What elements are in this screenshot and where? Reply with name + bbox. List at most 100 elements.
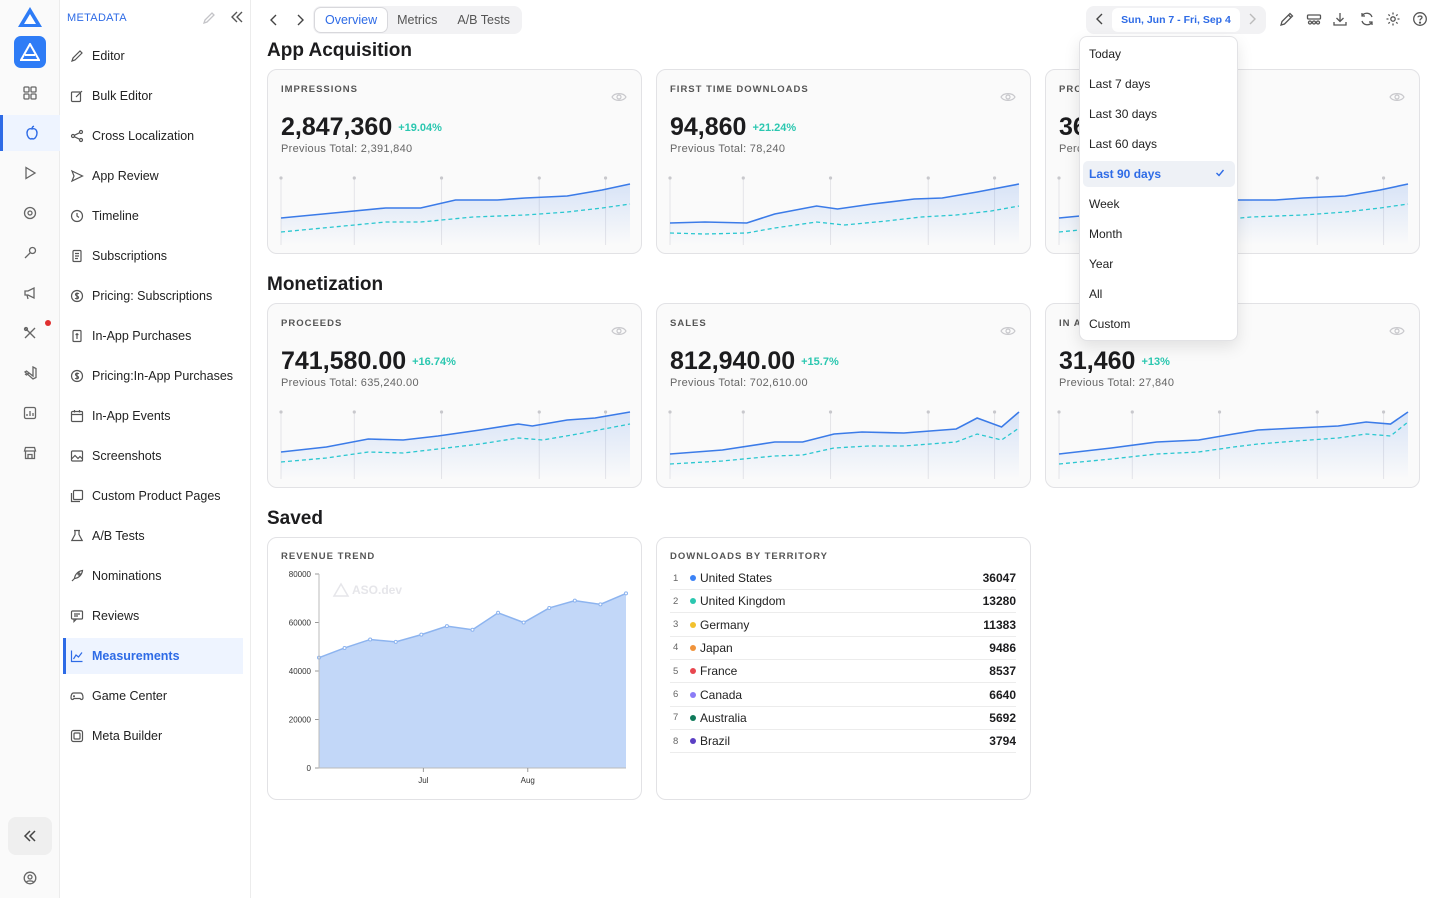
sparkline-previous [280, 203, 631, 233]
double-chevron-left-icon[interactable] [230, 10, 244, 29]
dropdown-option-week[interactable]: Week [1083, 191, 1235, 217]
sidebar-item-custom-product-pages[interactable]: Custom Product Pages [63, 478, 243, 514]
target-icon[interactable] [18, 201, 42, 225]
eye-icon[interactable] [1000, 324, 1016, 342]
table-row[interactable]: 4 Japan 9486 [670, 637, 1016, 660]
sidebar-item-app-review[interactable]: App Review [63, 158, 243, 194]
date-range-button[interactable]: Sun, Jun 7 - Fri, Sep 4 [1112, 8, 1240, 32]
sidebar-item-label: Bulk Editor [92, 89, 153, 103]
chart-line-icon [70, 649, 84, 663]
sidebar-item-in-app-purchases[interactable]: In-App Purchases [63, 318, 243, 354]
territory-name: Australia [700, 710, 747, 725]
flask-icon [70, 529, 84, 543]
sidebar-item-screenshots[interactable]: Screenshots [63, 438, 243, 474]
sidebar-item-label: In-App Events [92, 409, 171, 423]
x-tick-label: Jul [418, 776, 428, 785]
sparkline-chart [279, 410, 631, 479]
eye-icon[interactable] [611, 324, 627, 342]
sidebar-item-pricing-in-app-purchases[interactable]: Pricing:In-App Purchases [63, 358, 243, 394]
sidebar-item-cross-localization[interactable]: Cross Localization [63, 118, 243, 154]
metric-previous-total: Previous Total: 78,240 [670, 143, 786, 155]
pencil-icon [70, 49, 84, 63]
table-row[interactable]: 3 Germany 11383 [670, 614, 1016, 637]
sidebar-item-label: Nominations [92, 569, 162, 583]
dropdown-option-custom[interactable]: Custom [1083, 311, 1235, 337]
spark-gridline-dot [603, 410, 608, 414]
territory-card: DOWNLOADS BY TERRITORY 1 United States 360… [656, 537, 1031, 800]
table-row[interactable]: 1 United States 36047 [670, 567, 1016, 590]
sidebar-item-reviews[interactable]: Reviews [63, 598, 243, 634]
table-row[interactable]: 8 Brazil 3794 [670, 730, 1016, 754]
dropdown-option-label: Month [1089, 227, 1123, 241]
tools-bench-icon[interactable] [1306, 11, 1322, 27]
tools-icon[interactable] [18, 321, 42, 345]
dropdown-option-today[interactable]: Today [1083, 41, 1235, 67]
dropdown-option-last-7-days[interactable]: Last 7 days [1083, 71, 1235, 97]
apple-icon[interactable] [0, 115, 60, 151]
dropdown-option-all[interactable]: All [1083, 281, 1235, 307]
sidebar-item-editor[interactable]: Editor [63, 38, 243, 74]
table-row[interactable]: 7 Australia 5692 [670, 707, 1016, 730]
sidebar-item-in-app-events[interactable]: In-App Events [63, 398, 243, 434]
store-icon[interactable] [18, 441, 42, 465]
sidebar-item-subscriptions[interactable]: Subscriptions [63, 238, 243, 274]
spark-gridline-dot [279, 176, 283, 180]
spark-gridline-dot [352, 410, 356, 414]
sidebar-item-pricing-subscriptions[interactable]: Pricing: Subscriptions [63, 278, 243, 314]
vscode-icon[interactable] [18, 361, 42, 385]
date-next-icon[interactable] [1247, 12, 1257, 31]
help-icon[interactable] [1412, 11, 1428, 27]
sidebar-item-a-b-tests[interactable]: A/B Tests [63, 518, 243, 554]
dropdown-option-month[interactable]: Month [1083, 221, 1235, 247]
sidebar-item-measurements[interactable]: Measurements [63, 638, 243, 674]
metric-card-downloads[interactable]: FIRST TIME DOWNLOADS 94,860 +21.24% Previou… [656, 69, 1031, 254]
tab-ab-tests[interactable]: A/B Tests [457, 13, 510, 27]
metric-card-proceeds[interactable]: PROCEEDS 741,580.00 +16.74% Previous Total:… [267, 303, 642, 488]
territory-value: 9486 [989, 640, 1016, 655]
receipt-icon [70, 249, 84, 263]
back-arrow-icon[interactable] [266, 11, 282, 29]
app-icon[interactable] [14, 36, 46, 68]
chart-box-icon[interactable] [18, 401, 42, 425]
territory-name: France [700, 664, 738, 679]
gear-icon[interactable] [1385, 11, 1401, 27]
rail-collapse-button[interactable] [8, 817, 52, 855]
refresh-icon[interactable] [1359, 11, 1375, 27]
eye-icon[interactable] [611, 90, 627, 108]
table-row[interactable]: 2 United Kingdom 13280 [670, 590, 1016, 614]
sidebar-item-game-center[interactable]: Game Center [63, 678, 243, 714]
sidebar-item-label: Meta Builder [92, 729, 163, 743]
dollar-icon [70, 289, 84, 303]
sidebar-item-nominations[interactable]: Nominations [63, 558, 243, 594]
table-row[interactable]: 6 Canada 6640 [670, 684, 1016, 707]
aso-logo-icon[interactable] [17, 6, 43, 28]
pencil-icon[interactable] [202, 11, 216, 30]
user-circle-icon[interactable] [18, 866, 42, 890]
sparkline-area [670, 184, 1019, 245]
metric-card-sales[interactable]: SALES 812,940.00 +15.7% Previous Total: 702… [656, 303, 1031, 488]
pencil-icon[interactable] [1279, 11, 1295, 27]
play-icon[interactable] [18, 161, 42, 185]
grid-icon[interactable] [18, 81, 42, 105]
dropdown-option-last-90-days[interactable]: Last 90 days [1083, 161, 1235, 187]
forward-arrow-icon[interactable] [292, 11, 308, 29]
eye-icon[interactable] [1389, 324, 1405, 342]
territory-rank: 3 [673, 619, 679, 631]
wrench-icon[interactable] [18, 241, 42, 265]
metric-card-impressions[interactable]: IMPRESSIONS 2,847,360 +19.04% Previous Tota… [267, 69, 642, 254]
download-icon[interactable] [1332, 11, 1348, 27]
dropdown-option-year[interactable]: Year [1083, 251, 1235, 277]
dropdown-option-last-60-days[interactable]: Last 60 days [1083, 131, 1235, 157]
sidebar-item-timeline[interactable]: Timeline [63, 198, 243, 234]
tab-metrics[interactable]: Metrics [397, 13, 438, 27]
megaphone-icon[interactable] [18, 281, 42, 305]
tab-overview[interactable]: Overview [315, 8, 388, 32]
date-prev-icon[interactable] [1095, 12, 1105, 31]
sidebar-item-meta-builder[interactable]: Meta Builder [63, 718, 243, 754]
eye-icon[interactable] [1389, 90, 1405, 108]
territory-rank: 5 [673, 665, 679, 677]
dropdown-option-last-30-days[interactable]: Last 30 days [1083, 101, 1235, 127]
sidebar-item-bulk-editor[interactable]: Bulk Editor [63, 78, 243, 114]
table-row[interactable]: 5 France 8537 [670, 660, 1016, 684]
eye-icon[interactable] [1000, 90, 1016, 108]
